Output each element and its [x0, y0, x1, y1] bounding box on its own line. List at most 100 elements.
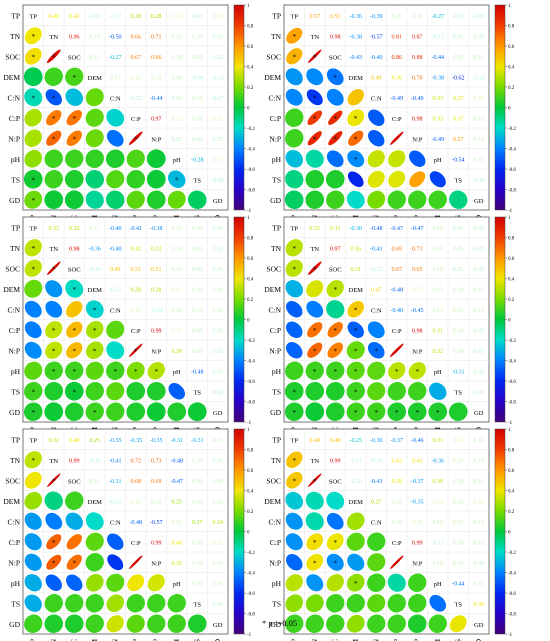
- coefficient-label: 0.66: [131, 34, 142, 40]
- column-label: TS: [453, 639, 462, 641]
- coefficient-label: 0.69: [151, 479, 162, 485]
- colorbar-tick-label: 0.4: [247, 278, 254, 283]
- correlation-panel: TP 0.32 0.40 0.25 -0.35 -0.35 -0.35 -0.31 -0.31 0…: [3, 428, 255, 641]
- correlation-ellipse: [367, 341, 385, 359]
- correlation-panel: TP 0.49 0.48 -0.25 -0.36 -0.37 -0.46 0.31 0.24 0.…: [264, 428, 516, 641]
- coefficient-label: 0.67: [131, 55, 142, 61]
- coefficient-label: -0.22: [130, 96, 143, 102]
- correlation-ellipse: [285, 170, 304, 189]
- coefficient-label: 0.69: [392, 246, 403, 252]
- significance-star: *: [52, 135, 56, 143]
- significance-star: *: [334, 74, 338, 82]
- colorbar-tick-label: 0.2: [508, 510, 515, 515]
- correlation-ellipse: [146, 169, 166, 189]
- correlation-panel: TP 0.31 0.31 -0.30 -0.48 -0.47 -0.47 0.10 0.05 0.…: [264, 216, 516, 460]
- coefficient-label: 0.15: [392, 499, 403, 505]
- colorbar: [494, 4, 506, 211]
- coefficient-label: 0.10: [453, 479, 464, 485]
- significance-star: *: [334, 135, 338, 143]
- coefficient-label: 0.53: [330, 14, 341, 20]
- significance-star: *: [313, 53, 317, 61]
- coefficient-label: 0.10: [192, 34, 203, 40]
- correlation-ellipse: [346, 614, 365, 633]
- correlation-ellipse: [147, 594, 166, 613]
- diagonal-label: C:N: [110, 95, 121, 102]
- colorbar-tick-label: 1: [508, 216, 511, 221]
- coefficient-label: 0.73: [151, 458, 162, 464]
- significance-star: *: [293, 265, 297, 273]
- coefficient-label: 0.10: [392, 14, 403, 20]
- column-label: SOC: [330, 639, 339, 641]
- correlation-ellipse: [346, 190, 365, 209]
- correlation-ellipse: [367, 361, 386, 380]
- significance-star: *: [32, 176, 36, 184]
- correlation-ellipse: [326, 280, 344, 298]
- coefficient-label: 0.10: [192, 540, 203, 546]
- correlation-ellipse: [346, 532, 365, 551]
- correlation-ellipse: [285, 512, 303, 530]
- coefficient-label: -0.36: [432, 458, 445, 464]
- column-label: TS: [192, 639, 201, 641]
- diagonal-label: C:N: [371, 95, 382, 102]
- correlation-ellipse: [147, 362, 165, 380]
- correlation-ellipse: [65, 279, 84, 298]
- correlation-ellipse: [327, 342, 343, 358]
- diagonal-label: N:P: [412, 560, 423, 567]
- significance-star: *: [354, 368, 358, 376]
- correlation-ellipse: [129, 555, 143, 569]
- coefficient-label: -0.48: [191, 369, 204, 375]
- diagonal-label: DEM: [88, 75, 103, 82]
- coefficient-label: -0.08: [191, 75, 204, 81]
- diagonal-label: DEM: [88, 287, 103, 294]
- significance-star: *: [334, 286, 338, 294]
- coefficient-label: 0.02: [192, 137, 203, 143]
- colorbar-tick-label: -0.2: [247, 127, 255, 132]
- diagonal-label: TS: [454, 177, 462, 184]
- diagonal-label: SOC: [68, 266, 81, 273]
- correlation-ellipse: [429, 594, 447, 612]
- coefficient-label: -0.31: [191, 438, 204, 444]
- significance-star: *: [416, 368, 420, 376]
- colorbar-tick-label: -0.2: [247, 551, 255, 556]
- colorbar-tick-label: -0.6: [247, 380, 255, 385]
- coefficient-label: 0.51: [151, 267, 162, 273]
- colorbar-tick-label: -0.6: [508, 380, 516, 385]
- diagonal-label: SOC: [68, 478, 81, 485]
- correlation-ellipse: [64, 190, 84, 210]
- significance-star: *: [134, 368, 138, 376]
- coefficient-label: 0.10: [474, 137, 485, 143]
- coefficient-label: -0.40: [109, 246, 122, 252]
- coefficient-label: 0.10: [474, 116, 485, 122]
- colorbar-tick-label: -0.6: [247, 168, 255, 173]
- correlation-ellipse: [328, 131, 343, 146]
- colorbar-tick-label: 0: [508, 531, 511, 536]
- correlation-ellipse: [65, 149, 84, 168]
- significance-star: *: [73, 347, 77, 355]
- coefficient-label: 0.10: [412, 14, 423, 20]
- significance-star: *: [175, 176, 179, 184]
- significance-star: *: [134, 135, 138, 143]
- coefficient-label: 0.32: [49, 226, 60, 232]
- significance-star: *: [395, 368, 399, 376]
- correlation-ellipse: [167, 594, 186, 613]
- correlation-ellipse: [346, 573, 365, 592]
- correlation-ellipse: [66, 342, 83, 359]
- correlation-ellipse: [408, 573, 427, 592]
- correlation-ellipse: [45, 321, 63, 339]
- colorbar-tick-label: -0.4: [247, 148, 255, 153]
- correlation-ellipse: [285, 361, 304, 380]
- correlation-ellipse: [85, 553, 104, 572]
- significance-star: *: [334, 368, 338, 376]
- column-label: DEM: [351, 639, 360, 641]
- correlation-ellipse: [44, 170, 63, 189]
- coefficient-label: 0.05: [192, 349, 203, 355]
- correlation-ellipse: [347, 171, 364, 188]
- correlation-ellipse: [326, 190, 345, 209]
- correlation-ellipse: [306, 280, 324, 298]
- coefficient-label: 0.02: [474, 246, 485, 252]
- significance-star: *: [32, 409, 36, 417]
- diagonal-label: SOC: [329, 54, 342, 61]
- diagonal-label: TS: [454, 389, 462, 396]
- correlation-ellipse: [24, 361, 43, 380]
- correlation-ellipse: [45, 341, 63, 359]
